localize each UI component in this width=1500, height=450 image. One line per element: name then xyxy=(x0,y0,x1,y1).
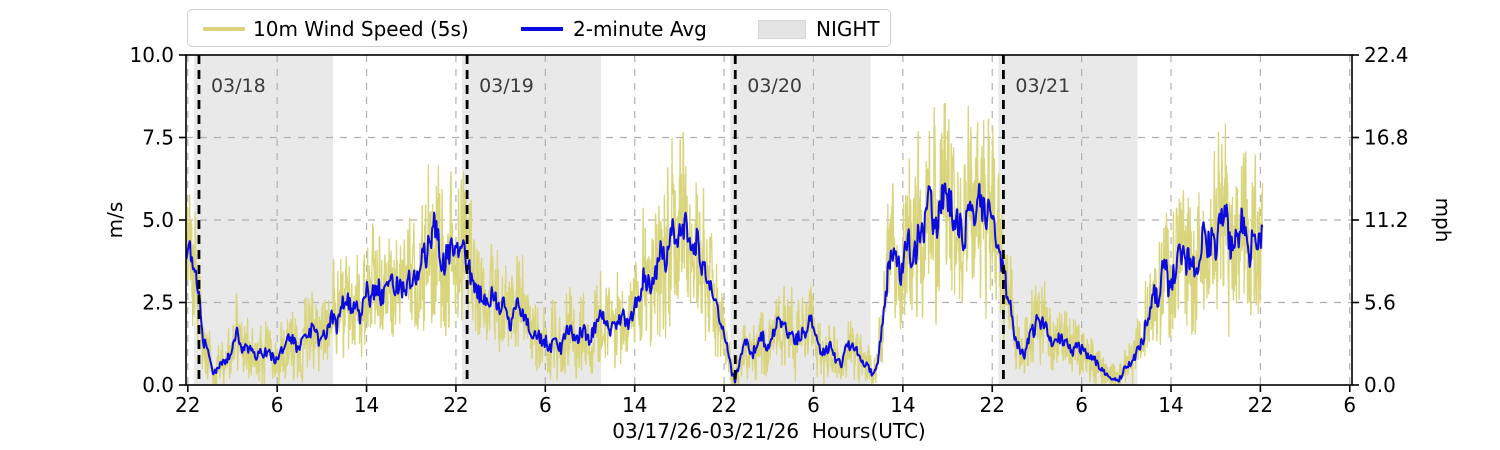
x-tick-label: 6 xyxy=(1343,393,1356,417)
x-tick-label: 14 xyxy=(1158,393,1183,417)
y-tick-label-left: 5.0 xyxy=(142,208,174,232)
legend-swatch-night xyxy=(758,20,806,39)
x-tick-label: 14 xyxy=(354,393,379,417)
y-tick-label-left: 7.5 xyxy=(142,126,174,150)
x-tick-label: 6 xyxy=(807,393,820,417)
y-tick-label-right: 0.0 xyxy=(1364,373,1396,397)
y-axis-label-right: mph xyxy=(1431,198,1455,243)
x-tick-label: 6 xyxy=(271,393,284,417)
legend-label-2min-avg: 2-minute Avg xyxy=(573,17,707,41)
day-label: 03/19 xyxy=(479,75,534,97)
x-tick-label: 14 xyxy=(622,393,647,417)
x-tick-label: 22 xyxy=(980,393,1005,417)
y-tick-label-right: 22.4 xyxy=(1364,43,1409,67)
x-tick-label: 14 xyxy=(890,393,915,417)
y-tick-label-left: 2.5 xyxy=(142,291,174,315)
legend-label-wind-5s: 10m Wind Speed (5s) xyxy=(253,17,469,41)
day-label: 03/20 xyxy=(747,75,802,97)
x-tick-label: 22 xyxy=(711,393,736,417)
x-axis-label: 03/17/26-03/21/26 Hours(UTC) xyxy=(612,419,925,443)
wind-5s-series xyxy=(186,102,1264,385)
x-tick-label: 22 xyxy=(1248,393,1273,417)
x-tick-label: 22 xyxy=(443,393,468,417)
y-tick-label-right: 5.6 xyxy=(1364,291,1396,315)
legend-swatch-2min-avg xyxy=(521,27,563,31)
chart-legend: 10m Wind Speed (5s) 2-minute Avg NIGHT xyxy=(187,9,891,47)
x-tick-label: 6 xyxy=(1075,393,1088,417)
x-tick-label: 6 xyxy=(539,393,552,417)
y-tick-label-left: 0.0 xyxy=(142,373,174,397)
day-label: 03/21 xyxy=(1015,75,1070,97)
wind-2min-avg-series xyxy=(186,182,1264,384)
y-axis-label-left: m/s xyxy=(103,202,127,239)
legend-label-night: NIGHT xyxy=(816,17,880,41)
y-tick-label-right: 16.8 xyxy=(1364,126,1409,150)
y-tick-label-right: 11.2 xyxy=(1364,208,1409,232)
y-tick-label-left: 10.0 xyxy=(129,43,174,67)
x-tick-label: 22 xyxy=(175,393,200,417)
legend-swatch-wind-5s xyxy=(203,27,245,31)
day-label: 03/18 xyxy=(211,75,266,97)
